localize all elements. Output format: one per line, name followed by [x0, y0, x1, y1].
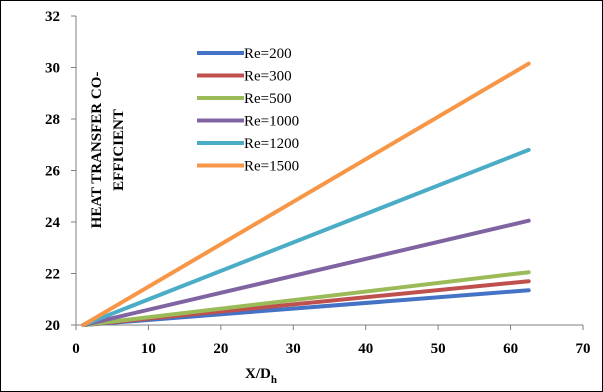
x-tick-label: 0	[72, 341, 80, 357]
y-tick-label: 30	[45, 61, 60, 77]
x-axis-label: X/Dh	[245, 366, 277, 386]
legend: Re=200 Re=300 Re=500 Re=1000 Re=1200 Re=1500	[197, 46, 299, 175]
y-axis-label-line2: EFFICIENT	[111, 109, 127, 191]
x-tick-label: 30	[286, 341, 301, 357]
legend-label: Re=1200	[244, 136, 299, 152]
y-tick-label: 28	[45, 112, 60, 128]
y-axis-label-line1: HEAT TRANSFER CO-	[89, 72, 105, 229]
x-tick-label: 10	[141, 341, 156, 357]
legend-label: Re=200	[244, 46, 292, 62]
y-ticks: 20 22 24 26 28 30 32	[45, 9, 76, 334]
y-tick-label: 26	[45, 164, 61, 180]
series-line-re-500	[81, 270, 531, 327]
y-tick-label: 20	[45, 318, 60, 334]
x-axis-label-subscript: h	[271, 374, 277, 386]
x-tick-label: 60	[503, 341, 518, 357]
legend-label: Re=300	[244, 69, 292, 85]
y-tick-label: 32	[45, 9, 60, 25]
series-line-re-1500	[81, 61, 531, 327]
y-tick-label: 22	[45, 267, 60, 283]
x-axis-label-main: X/D	[245, 366, 271, 382]
legend-label: Re=1000	[244, 114, 299, 130]
x-ticks: 0 10 20 30 40 50 60 70	[72, 325, 591, 357]
x-tick-label: 70	[576, 341, 591, 357]
legend-label: Re=500	[244, 91, 292, 107]
y-tick-label: 24	[45, 215, 61, 231]
x-tick-label: 20	[213, 341, 228, 357]
axes	[75, 16, 583, 326]
x-tick-label: 40	[358, 341, 373, 357]
y-axis-label: HEAT TRANSFER CO- EFFICIENT	[89, 72, 127, 229]
x-tick-label: 50	[431, 341, 446, 357]
series-line-re-1200	[81, 147, 531, 327]
legend-label: Re=1500	[244, 159, 299, 175]
series-line-re-1000	[81, 218, 531, 327]
series-lines	[81, 61, 531, 327]
